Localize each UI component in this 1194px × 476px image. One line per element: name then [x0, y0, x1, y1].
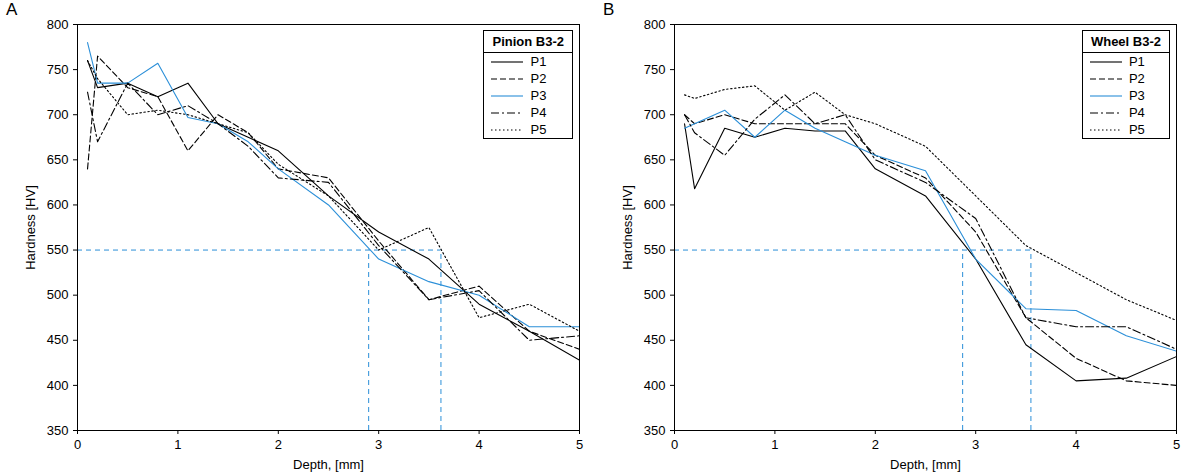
html-text:P2: P2	[1128, 71, 1145, 86]
html-text:P4: P4	[530, 105, 547, 120]
html-text:B: B	[603, 0, 615, 19]
svg-text:800: 800	[47, 17, 69, 32]
svg-text:3: 3	[972, 437, 979, 452]
html-text:P4: P4	[1128, 105, 1145, 120]
svg-text:2: 2	[872, 437, 879, 452]
html-text:P5: P5	[1128, 122, 1145, 137]
svg-text:0: 0	[74, 437, 81, 452]
html-text:A: A	[6, 0, 18, 19]
svg-text:400: 400	[644, 378, 666, 393]
svg-text:600: 600	[644, 197, 666, 212]
svg-text:5: 5	[576, 437, 583, 452]
svg-text:500: 500	[644, 287, 666, 302]
html-text:Pinion B3-2: Pinion B3-2	[492, 34, 564, 49]
svg-text:1: 1	[771, 437, 778, 452]
svg-text:Hardness [HV]: Hardness [HV]	[23, 185, 38, 270]
html-text:P3: P3	[1128, 88, 1145, 103]
svg-text:800: 800	[644, 17, 666, 32]
svg-text:450: 450	[47, 332, 69, 347]
html-text:P2: P2	[530, 71, 547, 86]
svg-text:Depth, [mm]: Depth, [mm]	[293, 457, 364, 472]
html-text:P1: P1	[1128, 54, 1145, 69]
svg-text:3: 3	[375, 437, 382, 452]
svg-text:400: 400	[47, 378, 69, 393]
html-text:P5: P5	[530, 122, 547, 137]
svg-text:1: 1	[174, 437, 181, 452]
html-text:Wheel B3-2: Wheel B3-2	[1090, 34, 1161, 49]
svg-text:600: 600	[47, 197, 69, 212]
svg-text:750: 750	[644, 62, 666, 77]
svg-text:550: 550	[644, 242, 666, 257]
svg-text:5: 5	[1173, 437, 1180, 452]
svg-text:350: 350	[47, 423, 69, 438]
svg-text:2: 2	[275, 437, 282, 452]
svg-text:700: 700	[644, 107, 666, 122]
svg-text:350: 350	[644, 423, 666, 438]
svg-text:4: 4	[475, 437, 482, 452]
svg-text:550: 550	[47, 242, 69, 257]
svg-text:450: 450	[644, 332, 666, 347]
svg-text:650: 650	[47, 152, 69, 167]
svg-text:650: 650	[644, 152, 666, 167]
svg-text:500: 500	[47, 287, 69, 302]
html-text:P3: P3	[530, 88, 547, 103]
svg-text:750: 750	[47, 62, 69, 77]
svg-text:Depth, [mm]: Depth, [mm]	[890, 457, 961, 472]
svg-text:0: 0	[671, 437, 678, 452]
svg-text:Hardness [HV]: Hardness [HV]	[620, 185, 635, 270]
html-text:P1: P1	[530, 54, 547, 69]
svg-text:4: 4	[1072, 437, 1079, 452]
svg-text:700: 700	[47, 107, 69, 122]
